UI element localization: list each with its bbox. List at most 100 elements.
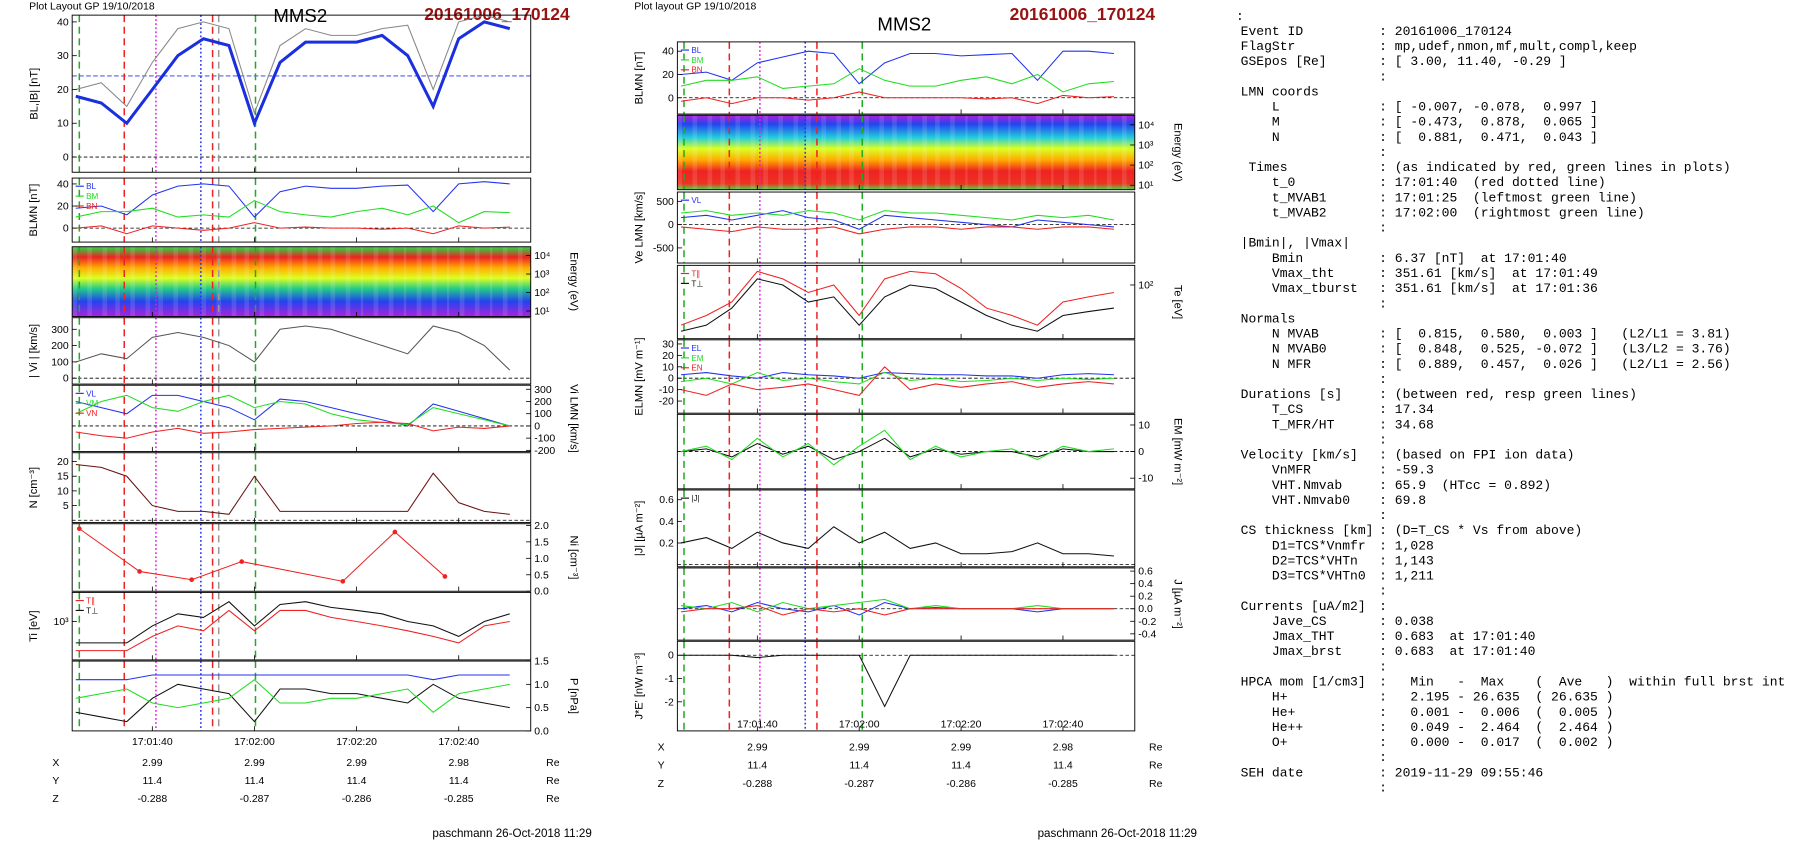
info-value: : 0.000 - 0.017 ( 0.002 ) [1379, 735, 1613, 750]
y-tick-label: 15 [57, 472, 69, 483]
panel: 0 100 200 300 | Vi | [km/s] [28, 317, 532, 385]
ephemeris-value: -0.287 [844, 779, 874, 790]
panel-frame [71, 14, 532, 173]
info-value: : [ 3.00, 11.40, -0.29 ] [1379, 54, 1566, 69]
spectrogram-stripe [892, 115, 895, 190]
y-tick-label: 40 [57, 179, 69, 190]
y-axis-label: ELMN [mV m⁻¹] [633, 337, 645, 415]
series-line [75, 601, 510, 644]
info-label: t_MVAB1 [1241, 190, 1327, 205]
series-line [680, 210, 1115, 221]
info-value: : 20161006_170124 [1379, 24, 1512, 39]
y-tick-label: 10 [57, 119, 69, 130]
legend-label: VN [86, 409, 97, 418]
info-label: L [1241, 100, 1280, 115]
spectrogram-stripe [679, 115, 683, 190]
spectrogram-stripe [87, 246, 90, 317]
info-value: : 69.8 [1379, 493, 1426, 508]
ephemeris-value: 2.98 [1053, 743, 1074, 754]
series-line [75, 325, 511, 371]
info-value: : 351.61 [km/s] at 17:01:49 [1379, 266, 1598, 281]
figure-header: Plot Layout GP 19/10/2018 [29, 1, 155, 12]
ephemeris-value: 11.4 [143, 776, 163, 787]
spectrogram-stripe [707, 115, 710, 190]
y-tick-label: 0.6 [659, 495, 674, 506]
y-tick-label: 2.0 [534, 521, 549, 532]
y-tick-label: 5 [63, 501, 69, 512]
info-value: : 0.038 [1379, 614, 1434, 629]
ephemeris-value: 2.98 [449, 758, 470, 769]
footer: paschmann 26-Oct-2018 11:29 [1038, 827, 1197, 840]
ephemeris-label: Z [52, 794, 59, 805]
info-value: : (D=T_CS * Vs from above) [1379, 523, 1582, 538]
ephemeris-value: 2.99 [747, 743, 768, 754]
y-tick-label: -500 [653, 243, 674, 254]
info-value: : 2.195 - 26.635 ( 26.635 ) [1379, 690, 1613, 705]
y-tick-label: -10 [1138, 474, 1153, 485]
info-label: : [1236, 9, 1244, 24]
spectrogram-stripe [375, 246, 379, 317]
panel-frame [676, 489, 1136, 568]
spectrogram-stripe [1051, 115, 1054, 190]
y-tick-label: 1.0 [534, 554, 549, 565]
panel: 0 10 20 30 40 BL,|B| [nT] [28, 14, 532, 173]
info-label: N [1241, 130, 1280, 145]
info-label: Bmin [1241, 251, 1304, 266]
x-tick-label: 17:02:00 [234, 737, 275, 748]
ephemeris-label: X [658, 743, 665, 754]
info-label: Normals [1241, 311, 1296, 326]
figure: Plot Layout GP 19/10/2018 MMS2 20161006_17… [28, 1, 592, 839]
series-line [680, 526, 1114, 557]
y-tick-label: 20 [57, 457, 69, 468]
y-tick-label: 10 [1138, 420, 1150, 431]
series-line [75, 15, 510, 115]
info-label: He+ [1241, 705, 1296, 720]
spectrogram-stripe [388, 246, 392, 317]
spectrogram-stripe [201, 246, 204, 317]
spectrogram-stripe [190, 246, 194, 317]
spectrogram-stripe [937, 115, 940, 190]
legend-label: BN [691, 66, 702, 75]
event-id: 20161006_170124 [424, 4, 570, 24]
spectrogram-stripe [89, 246, 92, 317]
info-value: : 351.61 [km/s] at 17:01:36 [1379, 281, 1598, 296]
y-tick-label: 0.4 [659, 517, 674, 528]
info-value: : [1379, 69, 1387, 84]
data-point [442, 574, 448, 579]
info-value: : [ 0.848, 0.525, -0.072 ] (L3/L2 = 3.76… [1379, 342, 1730, 357]
ephemeris-value: 2.99 [244, 758, 265, 769]
spectrogram-stripe [1122, 115, 1125, 190]
info-value: : 1,028 [1379, 538, 1434, 553]
y-tick-label: 40 [57, 17, 69, 28]
spectrogram-stripe [320, 246, 323, 317]
info-label: VHT.Nmvab [1241, 478, 1343, 493]
spectrogram-stripe [995, 115, 998, 190]
x-tick-label: 17:02:20 [336, 737, 377, 748]
spectrogram-stripe [823, 115, 826, 190]
spectrogram-stripe [203, 246, 207, 317]
panel: T∥T⊥ 10² Te [eV] [676, 264, 1183, 340]
spectrogram-stripe [117, 246, 120, 317]
y-tick-label: 10 [57, 486, 69, 497]
info-value: : -59.3 [1379, 463, 1434, 478]
spectrogram-stripe [188, 246, 191, 317]
spectrogram-stripe [287, 246, 290, 317]
spectrogram-stripe [1109, 115, 1112, 190]
panel: 10¹ 10² 10³ 10⁴ Energy (eV) [676, 114, 1183, 192]
y-axis-label: J*E' [nW m⁻³] [633, 653, 645, 720]
spectrogram-stripe [793, 115, 796, 190]
y-tick-label: 10³ [1138, 140, 1154, 151]
y-axis-label: N [cm⁻³] [28, 467, 40, 508]
spectrogram-stripe [231, 246, 234, 317]
panel: 0.0 0.5 1.0 1.5 P [nPa] [71, 657, 579, 737]
y-axis-label: Ve LMN [km/s] [633, 192, 645, 264]
spectrogram-stripe [477, 246, 480, 317]
y-tick-label: 10 [662, 362, 674, 373]
info-label: H+ [1241, 690, 1288, 705]
series-line [75, 679, 510, 713]
panel: -10 0 10 EM [mW m⁻²] [676, 413, 1183, 490]
series-line [78, 528, 446, 582]
spectrogram-stripe [104, 246, 108, 317]
spectrogram-stripe [1094, 115, 1097, 190]
